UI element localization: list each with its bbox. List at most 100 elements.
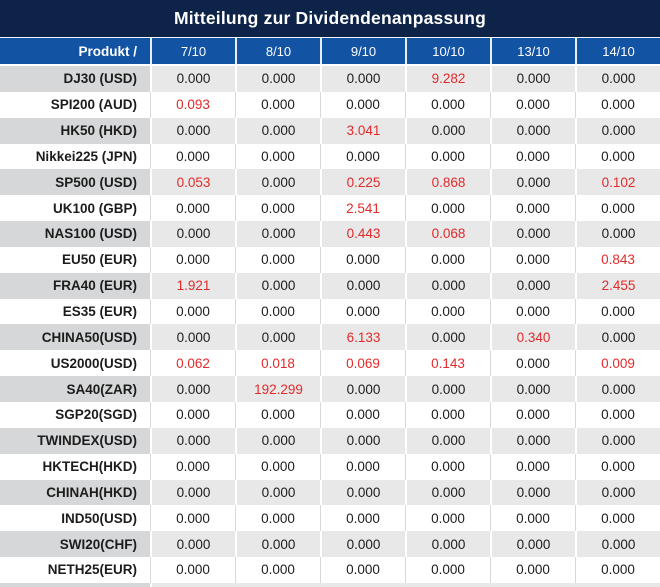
column-header-date-4: 10/10 bbox=[405, 38, 490, 64]
product-cell: SP500 (USD) bbox=[0, 169, 150, 196]
value-cell: 0.000 bbox=[490, 221, 575, 247]
value-cell: 0.000 bbox=[575, 66, 660, 92]
value-cell: 2.455 bbox=[575, 272, 660, 299]
value-cell: 0.000 bbox=[575, 401, 660, 428]
value-cell: 0.225 bbox=[320, 169, 405, 196]
value-cell: 0.000 bbox=[575, 298, 660, 325]
value-cell: 0.102 bbox=[575, 169, 660, 196]
value-cell: 0.843 bbox=[575, 246, 660, 273]
value-cell: 0.000 bbox=[575, 505, 660, 532]
table-row: FRA40 (EUR) 1.921 0.000 0.000 0.000 0.000 2.45… bbox=[0, 272, 660, 299]
value-cell: 0.000 bbox=[150, 143, 235, 170]
product-cell: SWI20(CHF) bbox=[0, 531, 150, 558]
value-cell: 0.000 bbox=[405, 246, 490, 273]
value-cell: 0.000 bbox=[575, 221, 660, 247]
value-cell: 0.000 bbox=[405, 479, 490, 506]
column-header-date-5: 13/10 bbox=[490, 38, 575, 64]
value-cell: 0.000 bbox=[320, 401, 405, 428]
value-cell: 2.541 bbox=[320, 195, 405, 222]
value-cell: 0.000 bbox=[150, 401, 235, 428]
value-cell: 0.000 bbox=[490, 246, 575, 273]
value-cell: 0.000 bbox=[490, 453, 575, 480]
value-cell: 0.018 bbox=[235, 350, 320, 377]
value-cell: 0.000 bbox=[320, 376, 405, 402]
value-cell: 0.000 bbox=[490, 298, 575, 325]
table-row: SA40(ZAR) 0.000 192.299 0.000 0.000 0.000 0.00… bbox=[0, 376, 660, 402]
value-cell: 0.000 bbox=[405, 324, 490, 351]
value-cell: 0.000 bbox=[150, 453, 235, 480]
value-cell: 3.041 bbox=[320, 117, 405, 144]
value-cell: 0.000 bbox=[320, 143, 405, 170]
value-cell: 0.000 bbox=[490, 195, 575, 222]
table-row: HK50 (HKD) 0.000 0.000 3.041 0.000 0.000 0.000 bbox=[0, 117, 660, 144]
value-cell: 0.000 bbox=[490, 531, 575, 558]
table-row: NETH25(EUR) 0.000 0.000 0.000 0.000 0.000 0.00… bbox=[0, 557, 660, 583]
value-cell: 0.868 bbox=[405, 169, 490, 196]
value-cell: 0.000 bbox=[490, 143, 575, 170]
table-row: EU50 (EUR) 0.000 0.000 0.000 0.000 0.000 0.843 bbox=[0, 246, 660, 273]
value-cell: 0.000 bbox=[320, 557, 405, 583]
value-cell: 0.000 bbox=[150, 298, 235, 325]
value-cell: 0.443 bbox=[320, 221, 405, 247]
page-title: Mitteilung zur Dividendenanpassung bbox=[0, 0, 660, 38]
value-cell: 0.000 bbox=[235, 195, 320, 222]
value-cell: 0.000 bbox=[490, 117, 575, 144]
table-row: HKTECH(HKD) 0.000 0.000 0.000 0.000 0.000 0.00… bbox=[0, 453, 660, 480]
value-cell: 0.000 bbox=[575, 376, 660, 402]
value-cell: 0.000 bbox=[235, 298, 320, 325]
product-cell: HK50 (HKD) bbox=[0, 117, 150, 144]
value-cell: 0.000 bbox=[320, 272, 405, 299]
table-header-row: Produkt / 7/10 8/10 9/10 10/10 13/10 14/… bbox=[0, 38, 660, 66]
value-cell: 0.000 bbox=[320, 505, 405, 532]
value-cell: 0.000 bbox=[320, 531, 405, 558]
value-cell: 0.000 bbox=[150, 505, 235, 532]
value-cell: 0.062 bbox=[150, 350, 235, 377]
value-cell: 0.000 bbox=[490, 350, 575, 377]
value-cell: 0.000 bbox=[405, 401, 490, 428]
value-cell: 0.000 bbox=[405, 272, 490, 299]
value-cell: 0.000 bbox=[405, 195, 490, 222]
table-row: TWINDEX(USD) 0.000 0.000 0.000 0.000 0.000 0.0… bbox=[0, 427, 660, 454]
table-row: Nikkei225 (JPN) 0.000 0.000 0.000 0.000 0.000… bbox=[0, 143, 660, 170]
partial-product-cell bbox=[0, 582, 150, 587]
table-row: IND50(USD) 0.000 0.000 0.000 0.000 0.000 0.000 bbox=[0, 505, 660, 532]
value-cell: 0.000 bbox=[575, 324, 660, 351]
value-cell: 0.000 bbox=[405, 376, 490, 402]
product-cell: FRA40 (EUR) bbox=[0, 272, 150, 299]
value-cell: 0.000 bbox=[405, 505, 490, 532]
value-cell: 0.069 bbox=[320, 350, 405, 377]
value-cell: 0.000 bbox=[320, 66, 405, 92]
value-cell: 0.000 bbox=[490, 427, 575, 454]
value-cell: 0.000 bbox=[235, 401, 320, 428]
value-cell: 0.340 bbox=[490, 324, 575, 351]
value-cell: 0.000 bbox=[575, 91, 660, 118]
value-cell: 0.000 bbox=[405, 91, 490, 118]
value-cell: 0.000 bbox=[490, 401, 575, 428]
value-cell: 0.000 bbox=[235, 169, 320, 196]
value-cell: 0.000 bbox=[150, 324, 235, 351]
product-cell: CHINA50(USD) bbox=[0, 324, 150, 351]
value-cell: 0.000 bbox=[235, 324, 320, 351]
value-cell: 0.000 bbox=[150, 557, 235, 583]
table-row: CHINA50(USD) 0.000 0.000 6.133 0.000 0.340 0.0… bbox=[0, 324, 660, 351]
table-row: SGP20(SGD) 0.000 0.000 0.000 0.000 0.000 0.000 bbox=[0, 401, 660, 428]
table-row: SPI200 (AUD) 0.093 0.000 0.000 0.000 0.000 0.0… bbox=[0, 91, 660, 118]
value-cell: 0.000 bbox=[320, 246, 405, 273]
value-cell: 0.000 bbox=[405, 298, 490, 325]
value-cell: 0.000 bbox=[150, 66, 235, 92]
value-cell: 0.000 bbox=[235, 272, 320, 299]
value-cell: 0.000 bbox=[575, 143, 660, 170]
value-cell: 6.133 bbox=[320, 324, 405, 351]
value-cell: 0.000 bbox=[235, 246, 320, 273]
value-cell: 0.000 bbox=[150, 117, 235, 144]
product-cell: Nikkei225 (JPN) bbox=[0, 143, 150, 170]
value-cell: 0.000 bbox=[235, 427, 320, 454]
value-cell: 0.000 bbox=[575, 479, 660, 506]
value-cell: 0.000 bbox=[150, 427, 235, 454]
value-cell: 0.000 bbox=[405, 557, 490, 583]
value-cell: 0.009 bbox=[575, 350, 660, 377]
value-cell: 0.000 bbox=[235, 91, 320, 118]
value-cell: 0.093 bbox=[150, 91, 235, 118]
value-cell: 0.143 bbox=[405, 350, 490, 377]
